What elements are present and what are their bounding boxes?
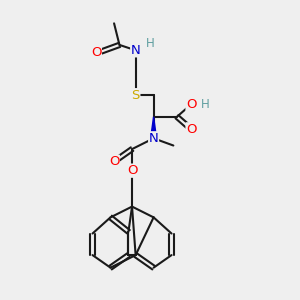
- Text: O: O: [186, 98, 196, 111]
- Text: O: O: [109, 155, 119, 168]
- Text: O: O: [127, 164, 137, 177]
- Text: N: N: [149, 132, 158, 145]
- Text: H: H: [201, 98, 210, 111]
- Text: O: O: [91, 46, 101, 59]
- Polygon shape: [151, 117, 156, 136]
- Text: N: N: [131, 44, 140, 57]
- Text: S: S: [131, 89, 140, 102]
- Text: O: O: [186, 123, 196, 136]
- Text: H: H: [146, 37, 154, 50]
